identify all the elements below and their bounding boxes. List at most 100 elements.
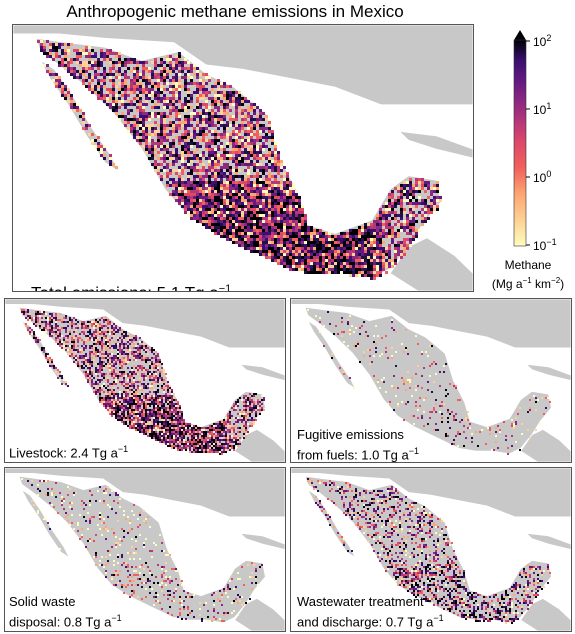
emission-cell <box>259 175 262 178</box>
emission-cell <box>235 407 237 409</box>
emission-cell <box>160 124 163 127</box>
emission-cell <box>255 413 257 415</box>
emission-cell <box>277 166 280 169</box>
emission-cell <box>157 73 160 76</box>
emission-cell <box>191 429 193 431</box>
emission-cell <box>259 151 262 154</box>
emission-cell <box>253 409 255 411</box>
emission-cell <box>127 419 129 421</box>
emission-cell <box>271 166 274 169</box>
emission-cell <box>121 85 124 88</box>
emission-cell <box>259 130 262 133</box>
emission-cell <box>265 181 268 184</box>
emission-cell <box>45 323 47 325</box>
emission-cell <box>277 250 280 253</box>
emission-cell <box>244 205 247 208</box>
emission-cell <box>55 73 58 76</box>
emission-cell <box>45 327 47 329</box>
emission-cell <box>157 85 160 88</box>
emission-cell <box>166 76 169 79</box>
emission-cell <box>123 389 125 391</box>
emission-cell <box>107 401 109 403</box>
emission-cell <box>131 423 133 425</box>
emission-cell <box>289 190 292 193</box>
emission-cell <box>175 193 178 196</box>
emission-cell <box>64 97 67 100</box>
emission-cell <box>121 115 124 118</box>
emission-cell <box>119 347 121 349</box>
emission-cell <box>157 133 160 136</box>
emission-cell <box>202 163 205 166</box>
emission-cell <box>143 433 145 435</box>
emission-cell <box>265 244 268 247</box>
emission-cell <box>235 97 238 100</box>
emission-cell <box>127 387 129 389</box>
emission-cell <box>142 124 145 127</box>
emission-cell <box>391 208 394 211</box>
emission-cell <box>53 319 55 321</box>
emission-cell <box>167 387 169 389</box>
emission-cell <box>59 339 61 341</box>
emission-cell <box>49 70 52 73</box>
emission-cell <box>352 271 355 274</box>
emission-cell <box>154 91 157 94</box>
emission-cell <box>289 202 292 205</box>
emission-cell <box>87 331 89 333</box>
emission-cell <box>89 339 91 341</box>
emission-cell <box>153 367 155 369</box>
emission-cell <box>259 202 262 205</box>
emission-cell <box>243 403 245 405</box>
emission-cell <box>145 347 147 349</box>
emission-cell <box>81 367 83 369</box>
emission-cell <box>214 205 217 208</box>
emission-cell <box>292 196 295 199</box>
emission-cell <box>274 217 277 220</box>
emission-cell <box>123 371 125 373</box>
emission-cell <box>202 181 205 184</box>
emission-cell <box>155 411 157 413</box>
emission-cell <box>33 335 35 337</box>
emission-cell <box>226 169 229 172</box>
emission-cell <box>313 235 316 238</box>
emission-cell <box>130 100 133 103</box>
emission-cell <box>331 247 334 250</box>
emission-cell <box>397 250 400 253</box>
emission-cell <box>123 413 125 415</box>
emission-cell <box>112 106 115 109</box>
emission-cell <box>117 395 119 397</box>
emission-cell <box>169 109 172 112</box>
emission-cell <box>159 381 161 383</box>
emission-cell <box>178 142 181 145</box>
emission-cell <box>88 124 91 127</box>
emission-cell <box>125 333 127 335</box>
emission-cell <box>292 259 295 262</box>
emission-cell <box>155 419 157 421</box>
emission-cell <box>205 220 208 223</box>
emission-cell <box>175 405 177 407</box>
emission-cell <box>232 97 235 100</box>
emission-cell <box>151 411 153 413</box>
emission-cell <box>250 205 253 208</box>
emission-cell <box>155 407 157 409</box>
emission-cell <box>274 226 277 229</box>
emission-cell <box>89 379 91 381</box>
emission-cell <box>271 241 274 244</box>
emission-cell <box>274 169 277 172</box>
emission-cell <box>149 423 151 425</box>
emission-cell <box>135 399 137 401</box>
emission-cell <box>262 112 265 115</box>
emission-cell <box>268 241 271 244</box>
emission-cell <box>169 58 172 61</box>
emission-cell <box>245 411 247 413</box>
emission-cell <box>115 112 118 115</box>
emission-cell <box>202 202 205 205</box>
emission-cell <box>117 353 119 355</box>
emission-cell <box>165 401 167 403</box>
emission-cell <box>139 365 141 367</box>
emission-cell <box>123 411 125 413</box>
emission-cell <box>319 229 322 232</box>
emission-cell <box>37 311 39 313</box>
emission-cell <box>163 371 165 373</box>
emission-cell <box>59 345 61 347</box>
emission-cell <box>59 341 61 343</box>
